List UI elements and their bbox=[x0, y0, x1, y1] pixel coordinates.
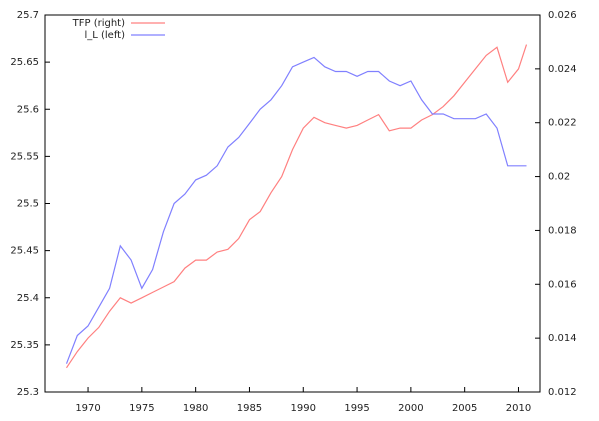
x-tick-label: 1985 bbox=[237, 403, 262, 414]
y-tick-label: 25.55 bbox=[10, 151, 39, 162]
plot-frame bbox=[44, 14, 541, 393]
x-tick-label: 1970 bbox=[75, 403, 100, 414]
x-tick-label: 1975 bbox=[129, 403, 154, 414]
y-tick-label: 25.3 bbox=[17, 387, 39, 398]
x-tick-label: 1980 bbox=[183, 403, 208, 414]
x-tick-label: 2000 bbox=[398, 403, 423, 414]
y2-tick-label: 0.02 bbox=[548, 172, 570, 183]
y2-tick-label: 0.018 bbox=[548, 225, 577, 236]
y2-tick-label: 0.014 bbox=[548, 333, 577, 344]
y2-tick-label: 0.026 bbox=[548, 10, 577, 21]
y2-tick-label: 0.022 bbox=[548, 118, 577, 129]
series-line bbox=[66, 44, 528, 369]
y2-tick-label: 0.024 bbox=[548, 64, 577, 75]
y-tick-label: 25.35 bbox=[10, 340, 39, 351]
x-tick-label: 2010 bbox=[506, 403, 531, 414]
y-tick-label: 25.6 bbox=[17, 104, 39, 115]
y-tick-label: 25.4 bbox=[17, 293, 39, 304]
x-tick-label: 1995 bbox=[344, 403, 369, 414]
x-tick-label: 1990 bbox=[291, 403, 316, 414]
y-tick-label: 25.5 bbox=[17, 199, 39, 210]
y2-tick-label: 0.012 bbox=[548, 387, 577, 398]
y-tick-label: 25.7 bbox=[17, 10, 39, 21]
y-tick-label: 25.65 bbox=[10, 57, 39, 68]
legend-label: l_L (left) bbox=[84, 30, 125, 41]
y2-tick-label: 0.016 bbox=[548, 279, 577, 290]
y-tick-label: 25.45 bbox=[10, 246, 39, 257]
legend-label: TFP (right) bbox=[72, 18, 125, 29]
series-line bbox=[65, 56, 527, 364]
x-tick-label: 2005 bbox=[452, 403, 477, 414]
